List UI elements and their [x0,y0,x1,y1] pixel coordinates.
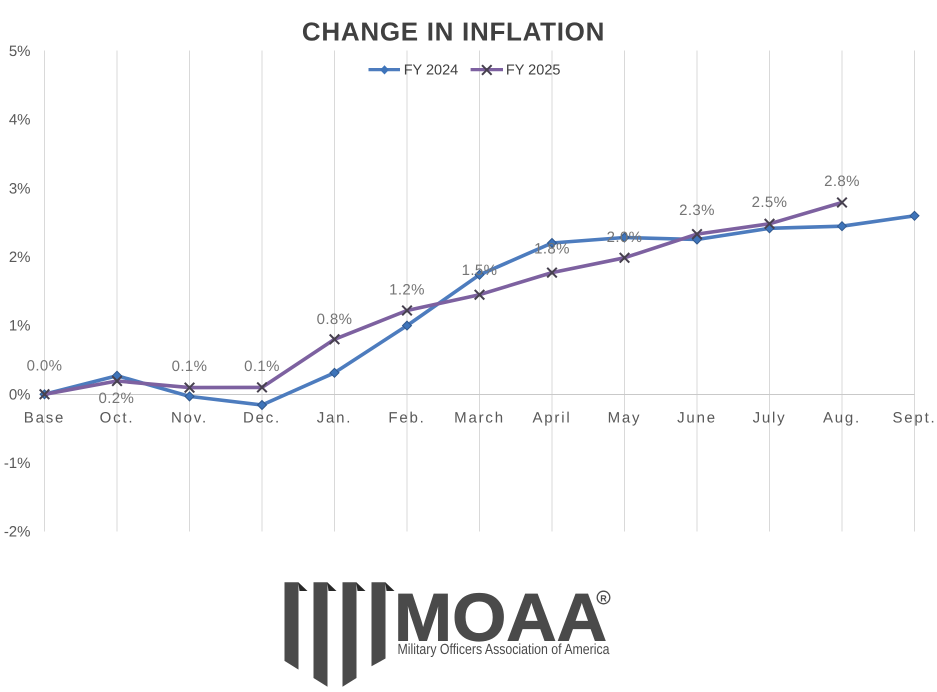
svg-text:2.5%: 2.5% [752,194,788,211]
svg-text:MOAA: MOAA [394,581,607,656]
svg-text:1.8%: 1.8% [534,241,570,258]
svg-text:Military Officers Association: Military Officers Association of America [398,642,611,658]
svg-text:FY 2024: FY 2024 [404,63,459,79]
svg-text:Dec.: Dec. [243,410,281,427]
svg-text:0.2%: 0.2% [99,390,135,407]
svg-text:2.0%: 2.0% [607,229,643,246]
svg-text:5%: 5% [9,43,31,60]
svg-text:2%: 2% [9,249,31,266]
svg-text:July: July [753,410,787,427]
svg-text:0.1%: 0.1% [172,358,208,375]
svg-text:CHANGE IN INFLATION: CHANGE IN INFLATION [302,17,605,47]
svg-text:-1%: -1% [4,455,31,472]
svg-text:-2%: -2% [4,524,31,541]
svg-text:1.5%: 1.5% [462,262,498,279]
svg-text:4%: 4% [9,112,31,129]
svg-text:FY 2025: FY 2025 [506,63,561,79]
svg-text:May: May [608,410,642,427]
svg-text:2.3%: 2.3% [679,202,715,219]
svg-text:March: March [454,410,505,427]
svg-text:Sept.: Sept. [892,410,936,427]
svg-text:Base: Base [24,410,65,427]
svg-text:June: June [677,410,717,427]
svg-text:1.2%: 1.2% [389,282,425,299]
svg-text:1%: 1% [9,318,31,335]
svg-text:R: R [600,594,607,604]
svg-text:April: April [532,410,571,427]
svg-text:0.8%: 0.8% [317,311,353,328]
svg-text:Feb.: Feb. [388,410,425,427]
svg-text:3%: 3% [9,181,31,198]
svg-text:Jan.: Jan. [317,410,353,427]
svg-text:0.0%: 0.0% [27,358,63,375]
svg-text:0%: 0% [9,387,31,404]
svg-text:Aug.: Aug. [823,410,861,427]
svg-text:Oct.: Oct. [100,410,135,427]
svg-text:0.1%: 0.1% [244,358,280,375]
svg-text:2.8%: 2.8% [824,173,860,190]
svg-text:Nov.: Nov. [171,410,208,427]
